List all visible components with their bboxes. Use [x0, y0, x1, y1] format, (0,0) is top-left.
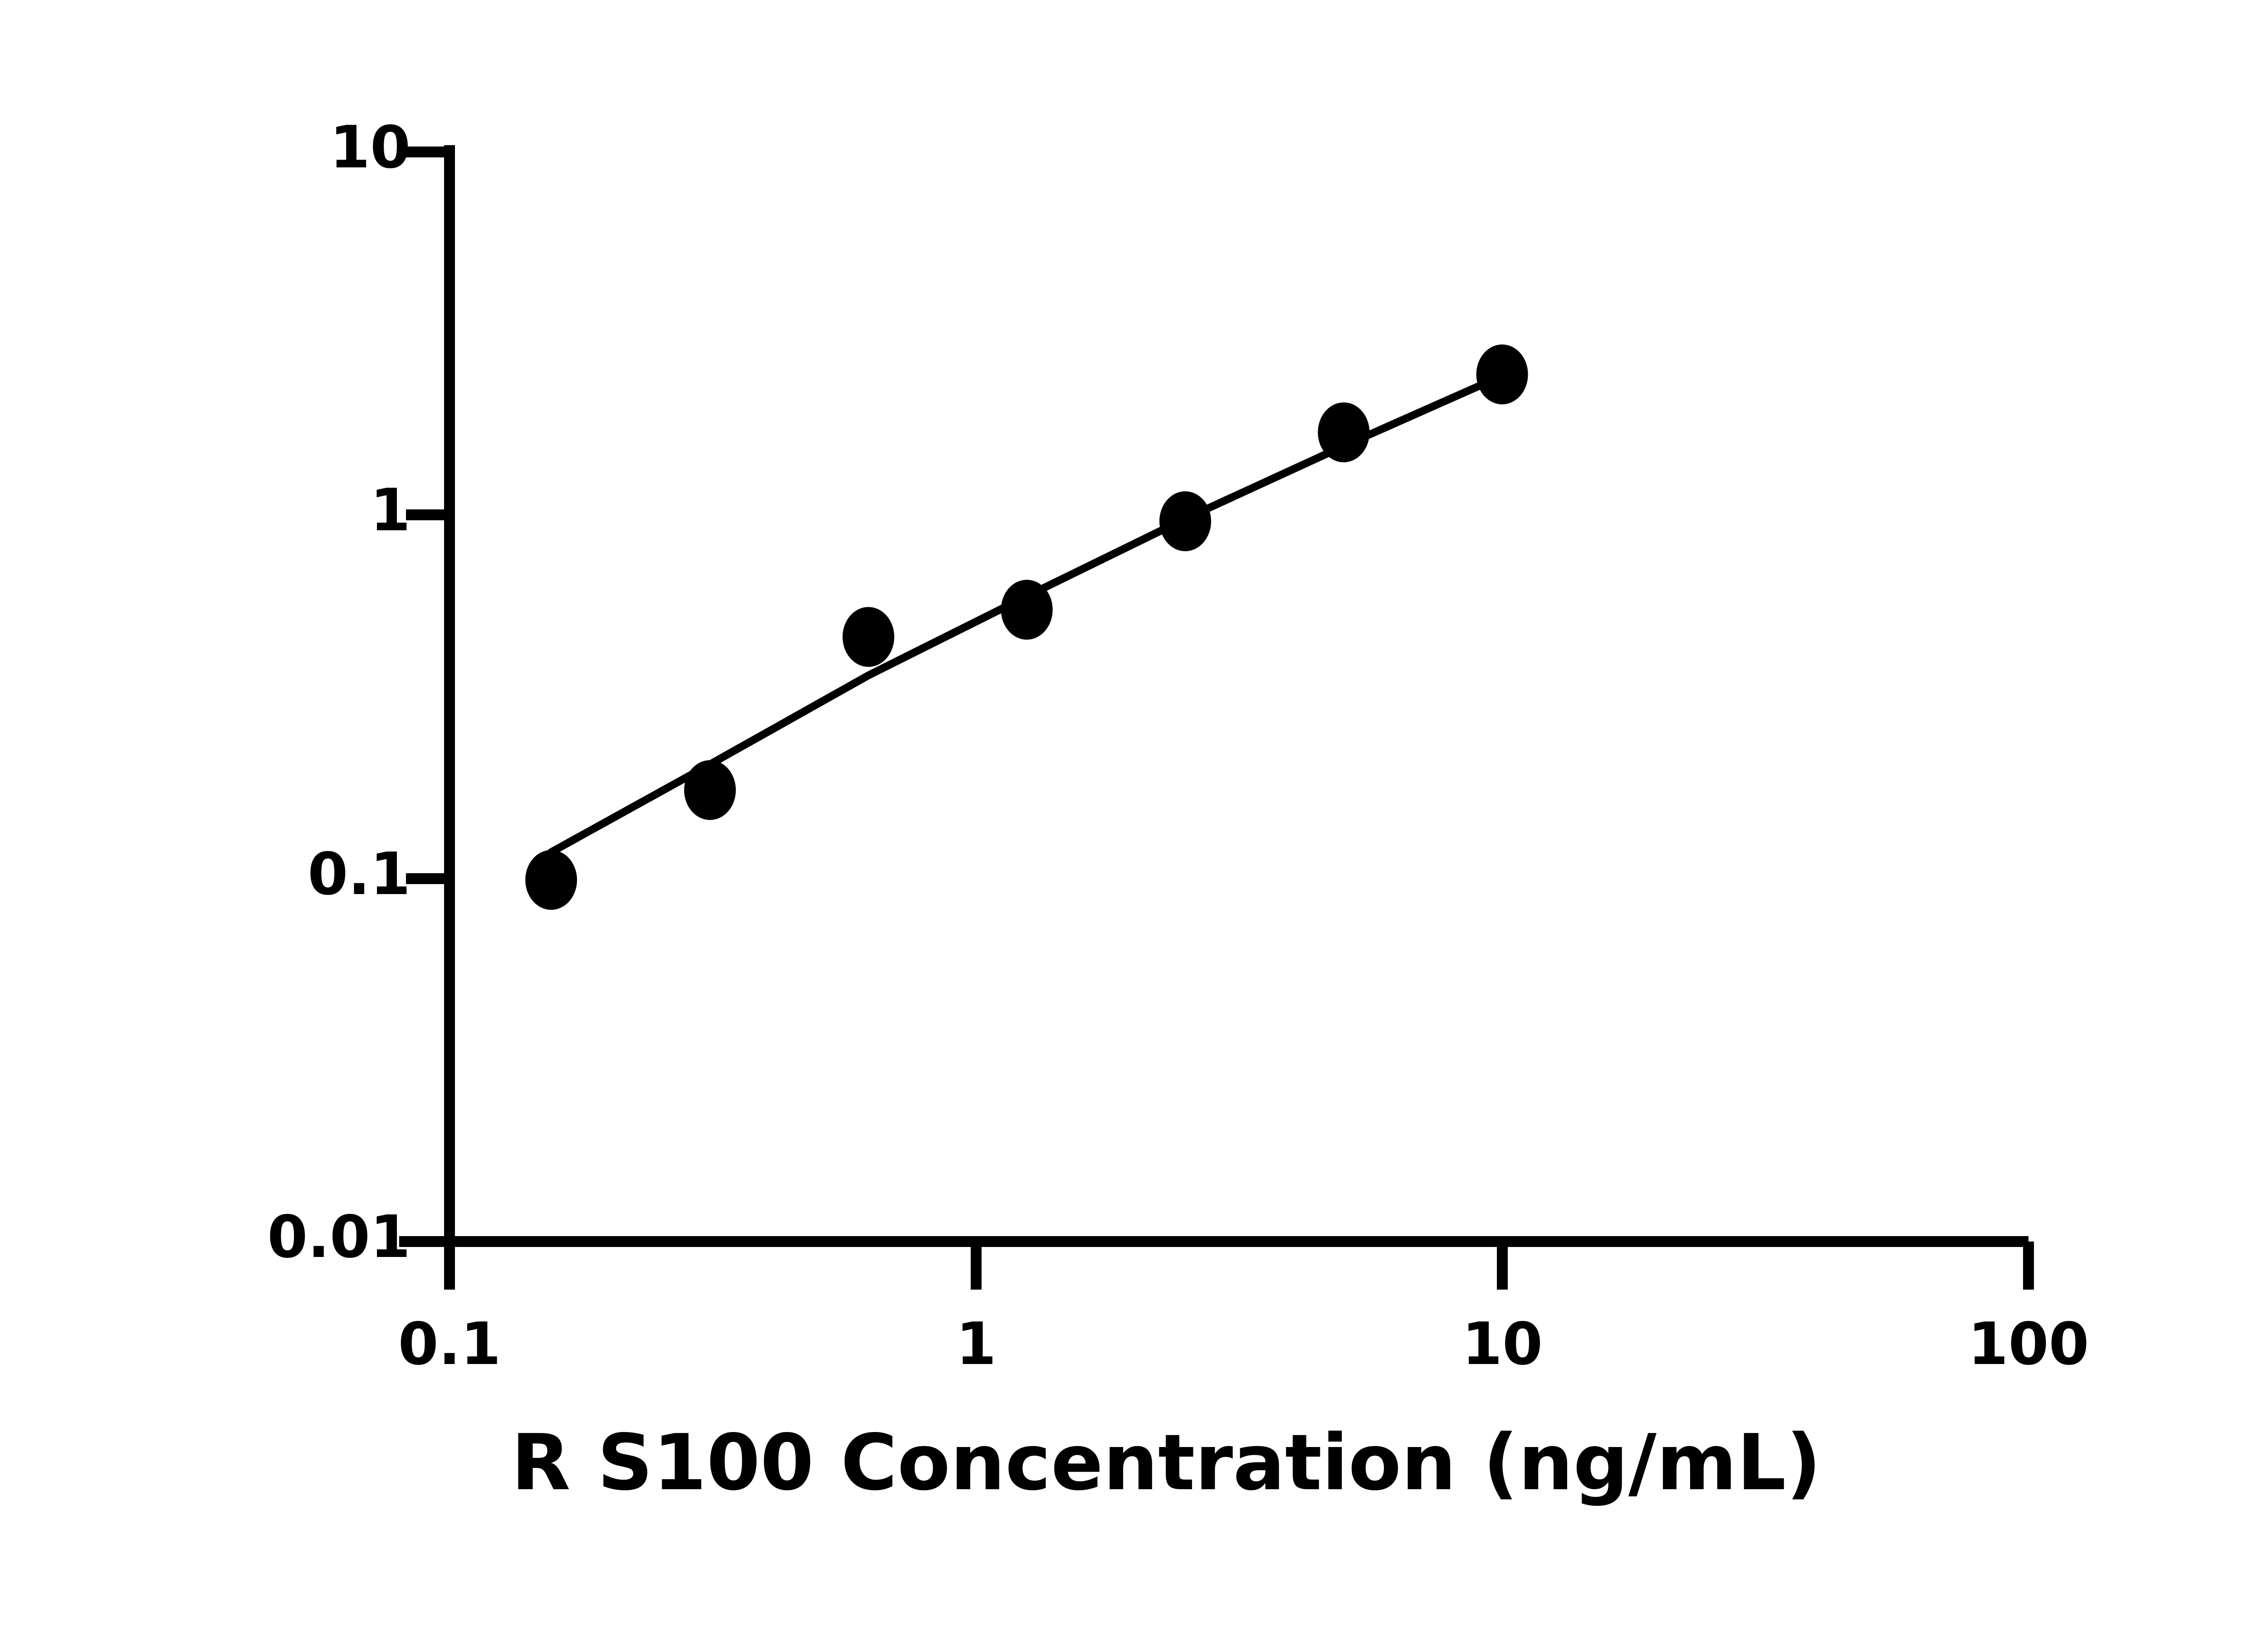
- y-tick-label-1: 1: [370, 477, 411, 544]
- y-axis-title-base: OD: [0, 619, 2, 748]
- x-tick-label-1: 1: [956, 1310, 997, 1378]
- data-point: [1159, 491, 1211, 552]
- x-tick-label-0point1: 0.1: [398, 1310, 501, 1378]
- data-point: [1318, 402, 1370, 463]
- data-point: [525, 850, 577, 910]
- y-axis-title-subscript: 450nm: [0, 435, 5, 619]
- y-tick-label-0point01: 0.01: [267, 1203, 411, 1271]
- x-axis-title: R S100 Concentration (ng/mL): [511, 1418, 1822, 1508]
- data-point: [684, 760, 736, 820]
- y-tick-marks: [406, 147, 450, 1247]
- y-tick-label-0point1: 0.1: [308, 841, 411, 908]
- x-tick-label-10: 10: [1461, 1310, 1543, 1378]
- data-point: [842, 607, 894, 667]
- data-point-group: [525, 344, 1528, 910]
- data-point: [1001, 580, 1053, 640]
- x-tick-marks: [444, 1242, 2034, 1290]
- x-tick-label-100: 100: [1968, 1310, 2089, 1378]
- data-point: [1476, 344, 1528, 405]
- y-tick-label-10: 10: [329, 114, 411, 181]
